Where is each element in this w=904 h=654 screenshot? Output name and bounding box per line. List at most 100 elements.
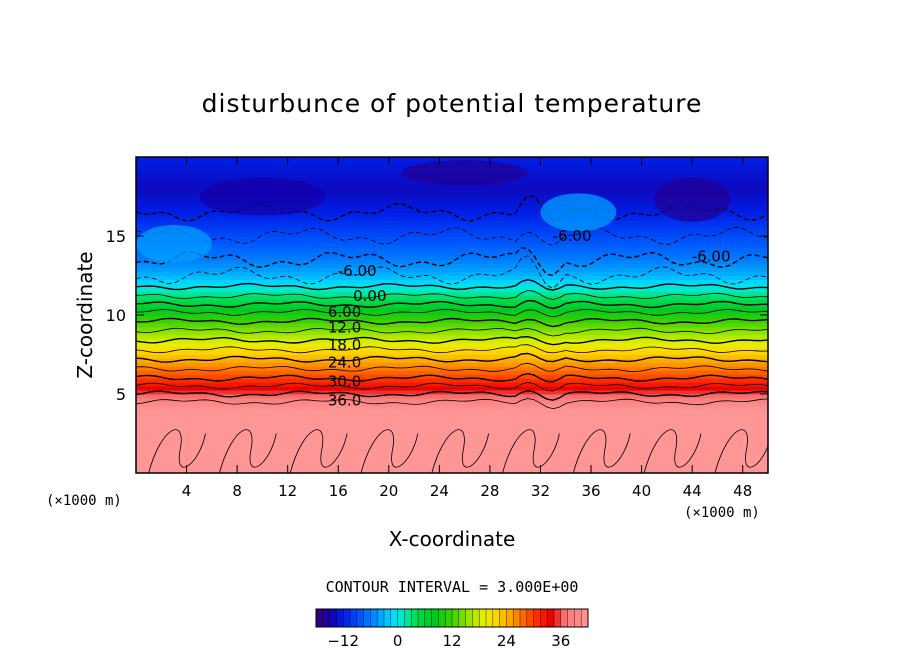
colorbar-cell bbox=[390, 609, 398, 627]
contour-line bbox=[360, 429, 419, 473]
y-tick-label: 5 bbox=[116, 385, 126, 404]
heatmap-band bbox=[136, 243, 768, 249]
heatmap-band bbox=[136, 235, 768, 241]
heatmap-band bbox=[136, 468, 768, 473]
heatmap-band bbox=[136, 267, 768, 273]
colorbar-tick-label: 12 bbox=[442, 632, 461, 650]
colorbar-cell bbox=[567, 609, 575, 627]
x-tick-label: 36 bbox=[581, 482, 600, 500]
colorbar-cell bbox=[452, 609, 460, 627]
heatmap-band bbox=[136, 207, 768, 213]
contour-line bbox=[714, 429, 768, 473]
contour-line bbox=[136, 327, 768, 337]
heatmap-patch bbox=[654, 177, 731, 222]
colorbar-tick-label: −12 bbox=[327, 632, 359, 650]
heatmap-band bbox=[136, 334, 768, 340]
contour-line bbox=[136, 372, 768, 383]
heatmap-band bbox=[136, 413, 768, 419]
heatmap-band bbox=[136, 219, 768, 225]
heatmap-band bbox=[136, 231, 768, 237]
x-tick-label: 40 bbox=[632, 482, 651, 500]
colorbar-cell bbox=[472, 609, 480, 627]
heatmap-band bbox=[136, 385, 768, 391]
x-tick-label: 20 bbox=[379, 482, 398, 500]
heatmap-band bbox=[136, 405, 768, 411]
contour-line bbox=[136, 308, 768, 318]
heatmap-band bbox=[136, 298, 768, 304]
heatmap-band bbox=[136, 318, 768, 324]
colorbar-cell bbox=[350, 609, 358, 627]
colorbar-cell bbox=[499, 609, 507, 627]
colorbar-cell bbox=[445, 609, 453, 627]
heatmap-band bbox=[136, 294, 768, 300]
heatmap-band bbox=[136, 429, 768, 434]
heatmap-band bbox=[136, 464, 768, 470]
heatmap-band bbox=[136, 255, 768, 261]
heatmap-band bbox=[136, 192, 768, 197]
heatmap-band bbox=[136, 393, 768, 399]
heatmap-band bbox=[136, 346, 768, 352]
colorbar-cell bbox=[506, 609, 514, 627]
heatmap-band bbox=[136, 421, 768, 427]
contour-label: 18.0 bbox=[328, 336, 361, 354]
heatmap-band bbox=[136, 184, 768, 190]
colorbar-cell bbox=[479, 609, 487, 627]
x-tick-label: 28 bbox=[480, 482, 499, 500]
x-tick-label: 48 bbox=[733, 482, 752, 500]
heatmap-band bbox=[136, 361, 768, 367]
colorbar-cell bbox=[540, 609, 548, 627]
colorbar-cell bbox=[486, 609, 494, 627]
contour-line bbox=[289, 429, 348, 473]
heatmap-band bbox=[136, 409, 768, 415]
colorbar-cell bbox=[465, 609, 473, 627]
heatmap-band bbox=[136, 211, 768, 217]
colorbar-cell bbox=[316, 609, 324, 627]
contour-line bbox=[136, 344, 768, 354]
contour-line bbox=[136, 398, 768, 410]
x-tick-label: 4 bbox=[182, 482, 192, 500]
contour-line bbox=[148, 429, 206, 473]
heatmap-band bbox=[136, 452, 768, 458]
contour-line bbox=[136, 317, 768, 328]
colorbar-cell bbox=[418, 609, 426, 627]
colorbar-cell bbox=[581, 609, 589, 627]
x-tick-label: 44 bbox=[683, 482, 702, 500]
heatmap-band bbox=[136, 278, 768, 284]
heatmap-band bbox=[136, 417, 768, 423]
colorbar-cell bbox=[492, 609, 500, 627]
contour-line bbox=[136, 255, 768, 289]
heatmap-band bbox=[136, 271, 768, 276]
colorbar-cell bbox=[397, 609, 405, 627]
colorbar-cell bbox=[384, 609, 392, 627]
contour-line bbox=[136, 362, 768, 373]
heatmap-band bbox=[136, 448, 768, 454]
heatmap-band bbox=[136, 381, 768, 387]
heatmap-band bbox=[136, 342, 768, 348]
colorbar-cell bbox=[411, 609, 419, 627]
contour-interval-label: CONTOUR INTERVAL = 3.000E+00 bbox=[326, 578, 579, 596]
colorbar-cell bbox=[554, 609, 562, 627]
heatmap-band bbox=[136, 310, 768, 316]
contour-line bbox=[136, 290, 768, 300]
heatmap-band bbox=[136, 401, 768, 407]
heatmap-band bbox=[136, 247, 768, 253]
colorbar-tick-label: 0 bbox=[393, 632, 403, 650]
heatmap-patch bbox=[401, 160, 528, 186]
contour-label: 30.0 bbox=[328, 372, 361, 390]
contour-line bbox=[643, 429, 702, 473]
colorbar-cell bbox=[520, 609, 528, 627]
contour-line bbox=[136, 226, 768, 246]
heatmap-band bbox=[136, 227, 768, 233]
heatmap-band bbox=[136, 436, 768, 442]
colorbar-cell bbox=[356, 609, 364, 627]
heatmap-band bbox=[136, 215, 768, 221]
contour-line bbox=[136, 335, 768, 346]
colorbar-cell bbox=[322, 609, 330, 627]
heatmap-patch bbox=[136, 224, 212, 263]
heatmap-band bbox=[136, 302, 768, 308]
colorbar-cell bbox=[404, 609, 412, 627]
heatmap-band bbox=[136, 354, 768, 359]
x-tick-label: 8 bbox=[232, 482, 242, 500]
